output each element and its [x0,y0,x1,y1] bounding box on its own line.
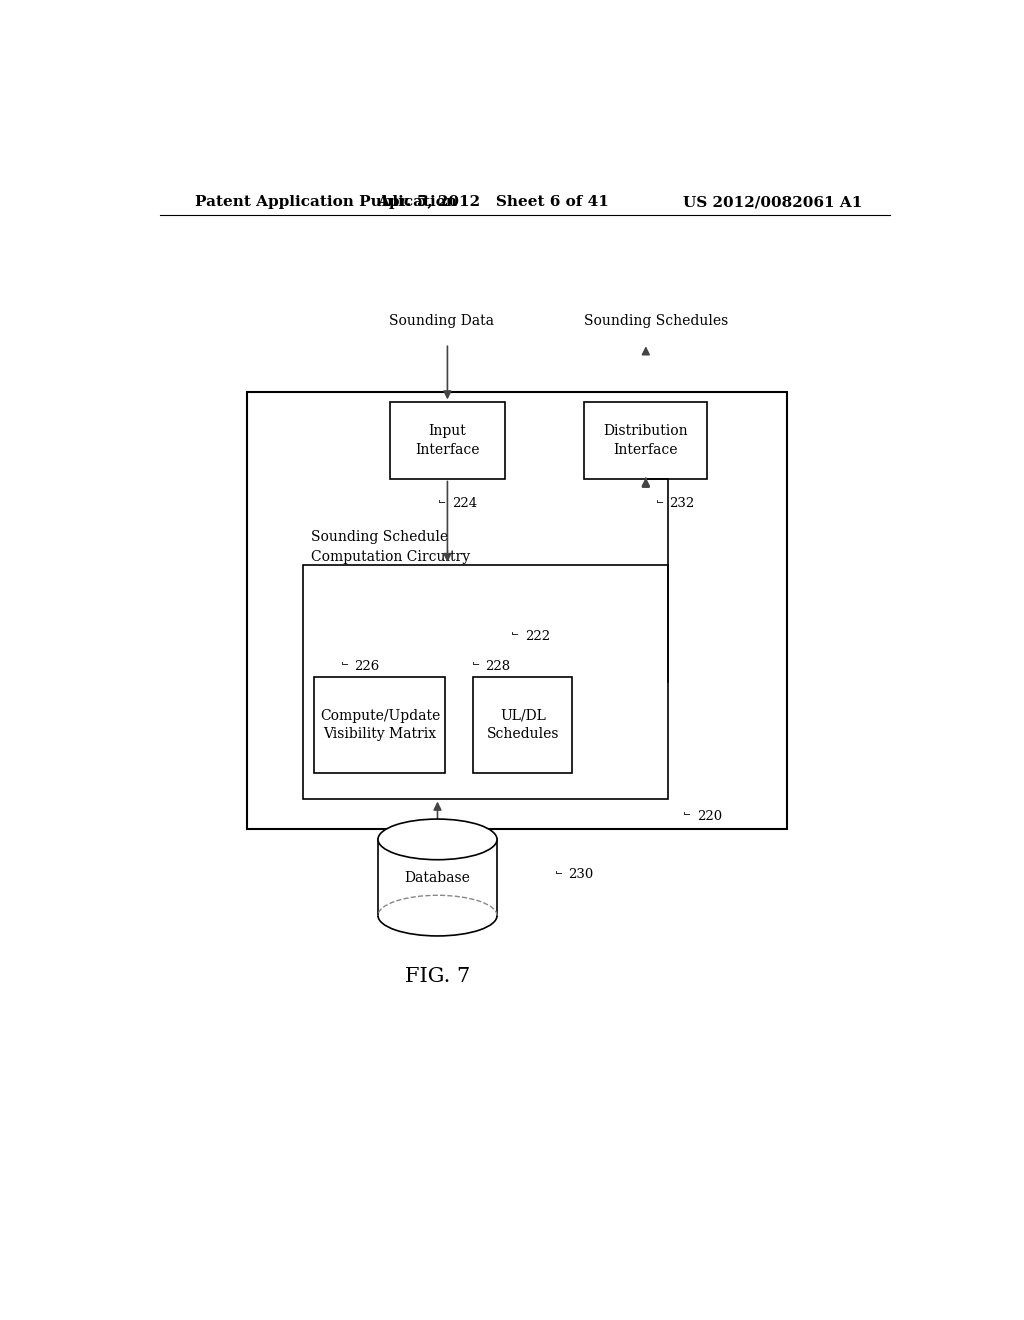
Text: 224: 224 [452,498,477,511]
Text: ⌙: ⌙ [471,659,479,668]
Text: 228: 228 [485,660,510,673]
Bar [247,392,786,829]
Ellipse shape [378,818,497,859]
Text: 232: 232 [670,498,694,511]
Bar [473,677,572,774]
Text: UL/DL
Schedules: UL/DL Schedules [486,709,559,742]
Text: 226: 226 [354,660,380,673]
Text: ⌙: ⌙ [683,808,691,818]
Text: Computation Circuitry: Computation Circuitry [310,550,470,564]
Text: ⌙: ⌙ [438,496,446,506]
Bar [303,565,668,799]
Text: Patent Application Publication: Patent Application Publication [196,195,458,209]
Text: Distribution
Interface: Distribution Interface [603,424,688,457]
Text: 220: 220 [697,809,722,822]
Text: Input
Interface: Input Interface [415,424,479,457]
Text: Apr. 5, 2012   Sheet 6 of 41: Apr. 5, 2012 Sheet 6 of 41 [377,195,609,209]
Text: Sounding Schedules: Sounding Schedules [584,314,728,329]
Text: FIG. 7: FIG. 7 [404,968,470,986]
Bar [390,403,505,479]
Bar [585,403,708,479]
Text: 230: 230 [568,869,594,882]
Text: Sounding Data: Sounding Data [389,314,494,329]
Text: ⌙: ⌙ [655,496,664,506]
Text: ⌙: ⌙ [341,659,349,668]
Text: Sounding Schedule: Sounding Schedule [310,529,447,544]
Text: 222: 222 [524,630,550,643]
Bar [314,677,445,774]
Text: ⌙: ⌙ [511,628,519,638]
Text: US 2012/0082061 A1: US 2012/0082061 A1 [683,195,862,209]
Text: Compute/Update
Visibility Matrix: Compute/Update Visibility Matrix [319,709,440,742]
Text: Database: Database [404,870,470,884]
Text: ⌙: ⌙ [555,867,563,876]
